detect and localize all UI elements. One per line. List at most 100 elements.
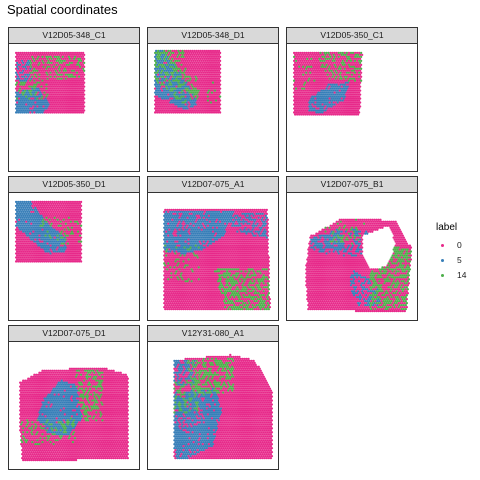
data-point: [333, 51, 336, 55]
data-point: [324, 65, 327, 68]
data-point: [167, 57, 170, 61]
data-point: [55, 200, 58, 204]
data-point: [340, 61, 343, 64]
data-point: [258, 230, 261, 233]
data-point: [217, 238, 221, 241]
data-point: [26, 77, 29, 80]
data-point: [210, 220, 214, 223]
data-point: [174, 228, 177, 231]
data-point: [324, 113, 327, 116]
data-point: [314, 105, 317, 108]
data-point: [357, 71, 361, 74]
data-point: [298, 61, 301, 64]
data-point: [73, 111, 77, 114]
data-point: [21, 252, 24, 255]
data-point: [191, 65, 194, 68]
data-point: [157, 109, 160, 112]
data-point: [41, 107, 44, 110]
data-point: [204, 103, 208, 106]
data-point: [15, 222, 19, 225]
data-point: [62, 242, 65, 245]
data-point: [170, 220, 173, 223]
data-point: [249, 232, 252, 235]
data-point: [208, 111, 212, 114]
data-point: [184, 83, 187, 86]
data-point: [246, 226, 249, 229]
data-point: [64, 61, 68, 64]
data-point: [33, 236, 36, 239]
data-point: [214, 71, 218, 74]
data-point: [344, 65, 348, 68]
data-point: [232, 230, 235, 233]
data-point: [331, 75, 334, 78]
data-point: [56, 210, 59, 213]
data-point: [294, 71, 298, 74]
data-point: [31, 224, 34, 227]
data-point: [46, 61, 49, 64]
data-point: [166, 51, 169, 55]
data-point: [255, 228, 258, 231]
data-point: [299, 59, 302, 63]
data-point: [234, 210, 237, 213]
data-point: [200, 95, 203, 98]
data-point: [78, 93, 82, 96]
data-point: [177, 89, 180, 92]
data-point: [181, 89, 184, 92]
data-point: [61, 260, 64, 263]
data-point: [314, 89, 317, 92]
data-point: [217, 101, 221, 104]
data-point: [344, 105, 348, 108]
data-point: [42, 258, 45, 261]
data-point: [24, 65, 27, 68]
data-point: [169, 97, 172, 100]
data-point: [33, 248, 36, 251]
data-point: [201, 69, 204, 72]
data-point: [50, 101, 53, 104]
data-point: [192, 208, 195, 212]
data-point: [329, 63, 332, 66]
data-point: [71, 83, 75, 86]
data-point: [40, 206, 43, 210]
data-point: [58, 202, 61, 206]
data-point: [217, 93, 221, 96]
data-point: [23, 208, 26, 212]
data-point: [343, 87, 347, 90]
data-point: [262, 218, 265, 221]
data-point: [159, 53, 162, 57]
data-point: [56, 242, 59, 245]
data-point: [27, 87, 30, 90]
data-point: [235, 228, 238, 231]
data-point: [342, 113, 346, 116]
data-point: [58, 218, 61, 221]
data-point: [43, 99, 46, 102]
data-point: [31, 59, 34, 63]
data-point: [51, 103, 54, 106]
data-point: [22, 234, 25, 237]
data-point: [296, 93, 299, 96]
data-point: [25, 67, 28, 70]
data-point: [20, 57, 23, 61]
data-point: [26, 238, 29, 241]
data-point: [293, 57, 297, 61]
data-point: [192, 228, 195, 231]
data-point: [240, 218, 243, 221]
data-point: [176, 59, 179, 63]
data-point: [75, 99, 79, 102]
data-point: [358, 105, 362, 108]
data-point: [71, 236, 75, 239]
data-point: [68, 81, 72, 84]
data-point: [164, 59, 167, 63]
data-point: [45, 212, 48, 215]
data-point: [45, 71, 48, 74]
data-point: [317, 103, 320, 106]
data-point: [42, 218, 45, 221]
facet-strip-label: V12D05-348_D1: [147, 27, 279, 44]
data-point: [39, 83, 42, 86]
data-point: [201, 222, 204, 225]
data-point: [28, 61, 31, 64]
data-point: [198, 107, 201, 110]
data-point: [160, 51, 163, 55]
data-point: [205, 57, 209, 61]
data-point: [179, 85, 182, 88]
data-point: [203, 230, 207, 233]
